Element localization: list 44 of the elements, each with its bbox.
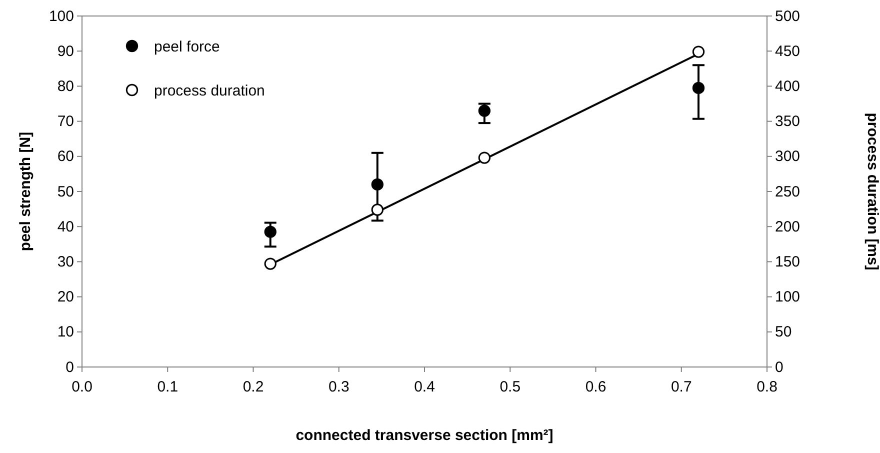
y-tick-label: 60 (57, 148, 74, 166)
y-tick-label: 20 (57, 288, 74, 306)
y-tick-label: 90 (57, 42, 74, 60)
x-tick-label: 0.8 (756, 378, 778, 396)
x-tick-label: 0.5 (500, 378, 521, 396)
point (478, 152, 491, 164)
y2-tick-label: 300 (775, 148, 800, 166)
y-tick-label: 0 (66, 358, 74, 376)
x-axis-title: connected transverse section [mm²] (296, 427, 554, 444)
y2-tick-label: 250 (775, 183, 800, 200)
y2-tick-label: 400 (775, 78, 800, 95)
y2-tick-label: 500 (775, 8, 800, 25)
y2-axis-title: process duration [ms] (864, 112, 880, 270)
point (371, 204, 384, 216)
y-tick-label: 70 (57, 113, 74, 130)
y-tick-label: 40 (57, 218, 74, 236)
legend-label: peel force (154, 38, 220, 56)
y-tick-label: 80 (57, 78, 74, 95)
y-tick-label: 30 (57, 254, 74, 270)
y-tick-label: 50 (57, 183, 74, 200)
y-tick-label: 10 (57, 324, 74, 341)
y2-tick-label: 450 (775, 42, 800, 60)
point (692, 82, 705, 94)
x-tick-label: 0.0 (72, 378, 92, 396)
y2-tick-label: 50 (775, 324, 792, 341)
point (264, 226, 276, 238)
y2-tick-label: 150 (775, 254, 800, 270)
x-tick-label: 0.6 (585, 378, 606, 396)
y2-tick-label: 200 (775, 218, 800, 236)
point (478, 104, 491, 117)
y-axis-title: peel strength [N] (17, 132, 34, 252)
y2-tick-label: 100 (775, 288, 800, 306)
y2-tick-label: 350 (775, 113, 800, 130)
x-tick-label: 0.1 (157, 378, 178, 396)
x-tick-label: 0.7 (670, 378, 692, 396)
point (371, 178, 384, 191)
point (264, 258, 276, 270)
point (692, 46, 705, 58)
x-tick-label: 0.3 (328, 378, 350, 396)
y-tick-label: 100 (48, 8, 74, 25)
legend-label: process duration (154, 82, 265, 100)
x-tick-label: 0.2 (242, 378, 264, 396)
y2-tick-label: 0 (775, 358, 784, 376)
x-tick-label: 0.4 (414, 378, 435, 396)
